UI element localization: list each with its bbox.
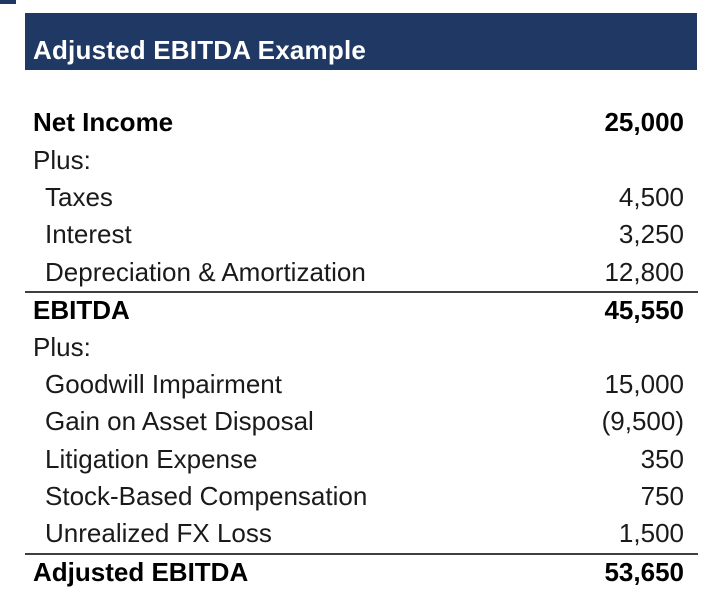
row-value: 4,500 — [618, 181, 684, 212]
row-value: 750 — [640, 481, 684, 512]
table-row-plus-1: Plus: — [25, 141, 698, 178]
table-row-interest: Interest 3,250 — [25, 216, 698, 253]
row-label: Depreciation & Amortization — [45, 256, 366, 287]
row-value: 45,550 — [604, 295, 684, 326]
row-label: Plus: — [33, 331, 91, 362]
table-row-taxes: Taxes 4,500 — [25, 179, 698, 216]
row-value: 53,650 — [604, 556, 684, 587]
table-row-stock-based-compensation: Stock-Based Compensation 750 — [25, 478, 698, 515]
table-row-goodwill-impairment: Goodwill Impairment 15,000 — [25, 366, 698, 403]
row-label: Net Income — [33, 107, 174, 138]
table-row-unrealized-fx-loss: Unrealized FX Loss 1,500 — [25, 515, 698, 552]
title-banner: Adjusted EBITDA Example — [25, 13, 697, 70]
table-row-plus-2: Plus: — [25, 328, 698, 365]
row-label: Taxes — [45, 181, 113, 212]
row-value: 25,000 — [604, 107, 684, 138]
row-label: EBITDA — [33, 295, 130, 326]
row-value: 1,500 — [618, 518, 684, 549]
row-value: 350 — [640, 443, 684, 474]
table-row-ebitda-subtotal: EBITDA 45,550 — [25, 290, 698, 328]
row-value: 3,250 — [618, 219, 684, 250]
row-label: Litigation Expense — [45, 443, 258, 474]
table-row-depreciation-amortization: Depreciation & Amortization 12,800 — [25, 254, 698, 291]
table-row-adjusted-ebitda-total: Adjusted EBITDA 53,650 — [25, 552, 698, 590]
table-row-gain-on-asset-disposal: Gain on Asset Disposal (9,500) — [25, 403, 698, 440]
row-label: Unrealized FX Loss — [45, 518, 272, 549]
row-label: Plus: — [33, 144, 91, 175]
row-value: (9,500) — [601, 406, 684, 437]
row-label: Interest — [45, 219, 132, 250]
page-title: Adjusted EBITDA Example — [33, 35, 367, 65]
row-value: 15,000 — [604, 368, 684, 399]
table-row-litigation-expense: Litigation Expense 350 — [25, 441, 698, 478]
row-label: Adjusted EBITDA — [33, 556, 249, 587]
row-label: Gain on Asset Disposal — [45, 406, 314, 437]
table-row-net-income: Net Income 25,000 — [25, 104, 698, 141]
ebitda-statement-table: Net Income 25,000 Plus: Taxes 4,500 Inte… — [25, 104, 698, 590]
row-value: 12,800 — [604, 256, 684, 287]
screen-edge-artifact — [0, 0, 16, 4]
row-label: Goodwill Impairment — [45, 368, 282, 399]
row-label: Stock-Based Compensation — [45, 481, 368, 512]
